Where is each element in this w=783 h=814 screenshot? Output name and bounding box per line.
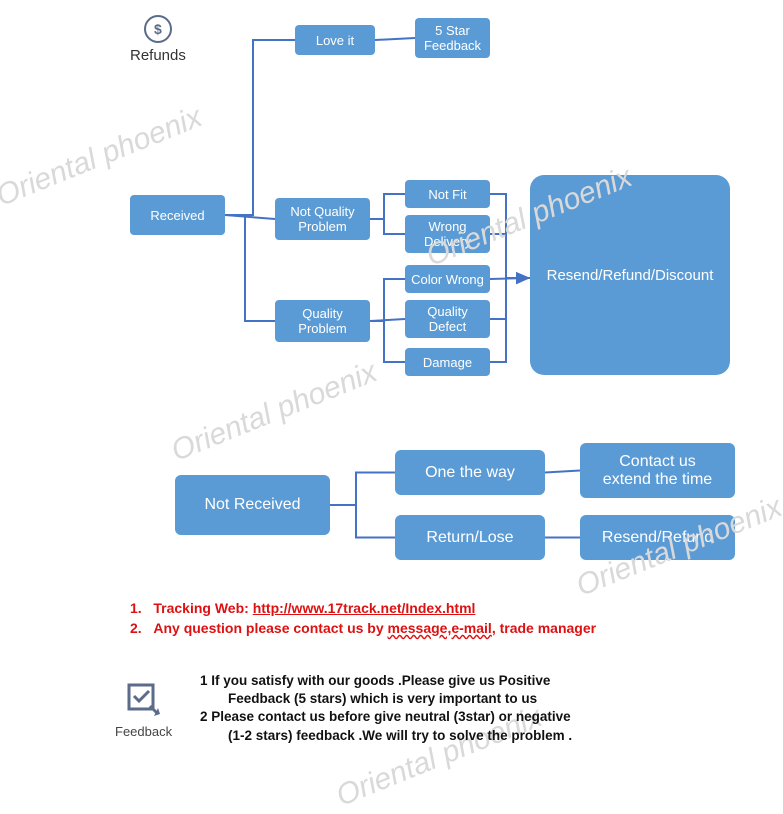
node-notfit: Not Fit — [405, 180, 490, 208]
node-loveit: Love it — [295, 25, 375, 55]
node-notreceived: Not Received — [175, 475, 330, 535]
node-nqp: Not QualityProblem — [275, 198, 370, 240]
footnote: 1. Tracking Web: http://www.17track.net/… — [130, 600, 475, 616]
node-damage: Damage — [405, 348, 490, 376]
feedback-label: Feedback — [115, 724, 172, 739]
footnote: 2. Any question please contact us by mes… — [130, 620, 596, 636]
flowchart-edges — [0, 0, 783, 777]
node-qdefect: QualityDefect — [405, 300, 490, 338]
node-resendrefund: Resend/Refund — [580, 515, 735, 560]
feedback-line1: 1 If you satisfy with our goods .Please … — [200, 672, 670, 690]
refunds-label: Refunds — [130, 47, 186, 64]
feedback-text: 1 If you satisfy with our goods .Please … — [200, 672, 670, 745]
feedback-line2b: (1-2 stars) feedback .We will try to sol… — [200, 727, 670, 745]
node-colorwrong: Color Wrong — [405, 265, 490, 293]
node-ontheway: One the way — [395, 450, 545, 495]
node-received: Received — [130, 195, 225, 235]
node-contactus: Contact usextend the time — [580, 443, 735, 498]
refunds-icon: $ Refunds — [130, 15, 186, 64]
node-wrongdel: WrongDelivery — [405, 215, 490, 253]
watermark: Oriental phoenix — [167, 355, 382, 468]
node-rrd: Resend/Refund/Discount — [530, 175, 730, 375]
node-fivestar: 5 StarFeedback — [415, 18, 490, 58]
feedback-icon: Feedback — [115, 680, 172, 739]
node-returnlose: Return/Lose — [395, 515, 545, 560]
feedback-line2: 2 Please contact us before give neutral … — [200, 708, 670, 726]
node-qp: QualityProblem — [275, 300, 370, 342]
feedback-line1b: Feedback (5 stars) which is very importa… — [200, 690, 670, 708]
